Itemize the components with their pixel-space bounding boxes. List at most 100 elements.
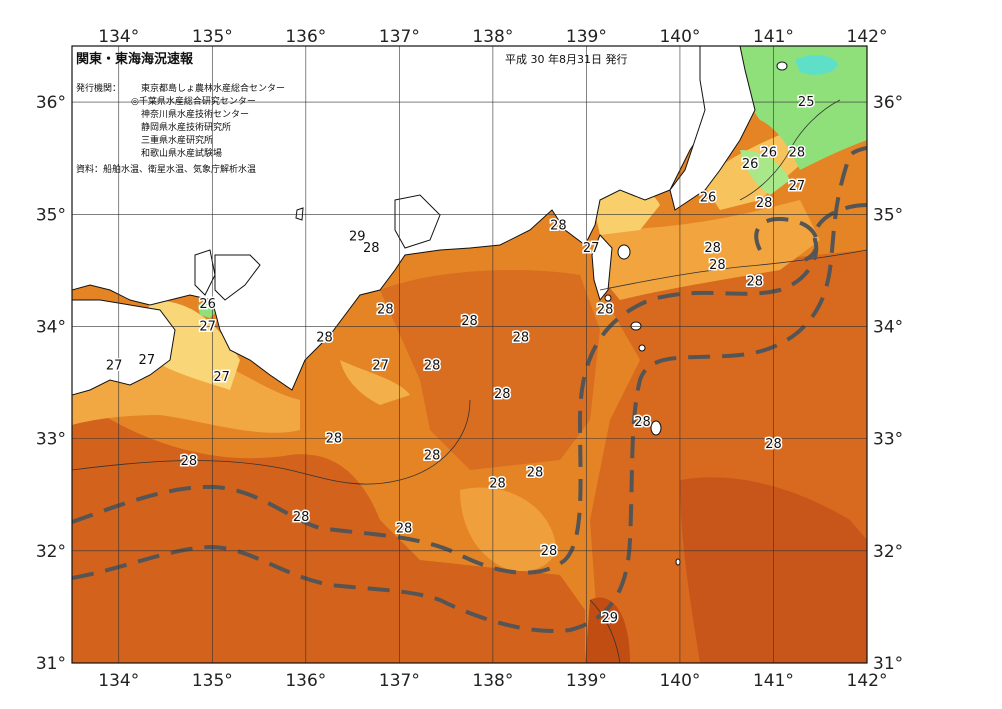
issuer-5: 三重県水産研究所 [141,134,213,146]
latitude-tick-label: 35° [873,205,903,225]
longitude-tick-label: 137° [379,671,420,691]
longitude-tick-label: 138° [472,671,513,691]
warm-zone-west [72,395,585,663]
land-shikoku [72,299,176,396]
kuroshio-axis-inner [754,217,819,262]
temperature-label: 27 [106,359,123,374]
issuer-label: 発行機関： [76,82,121,94]
island-hachijo [650,420,662,436]
latitude-tick-label: 36° [36,93,66,113]
longitude-tick-label: 136° [285,27,326,47]
temperature-label: 27 [789,179,806,194]
longitude-tick-label: 134° [98,671,139,691]
warmest-zone-south [585,597,630,663]
temperature-label: 28 [461,314,478,329]
island-kozu [630,321,642,331]
temperature-label: 28 [527,465,544,480]
latitude-tick-label: 33° [873,430,903,450]
temperature-label: 26 [700,190,717,205]
temperature-label: 28 [424,359,441,374]
light-zone-bay [340,360,410,405]
light-zone-kanto [595,200,820,300]
longitude-tick-label: 134° [98,27,139,47]
land-boso-peninsula [669,46,756,211]
temperature-label: 29 [349,230,366,245]
map-frame [71,45,868,664]
latitude-tick-label: 35° [36,205,66,225]
latitude-labels-left: 36° 35° 34° 33° 32° 31° [36,93,66,674]
longitude-tick-label: 140° [659,671,700,691]
temperature-label: 28 [709,258,726,273]
longitude-tick-label: 136° [285,671,326,691]
longitude-tick-label: 139° [566,671,607,691]
data-source: 資料：船舶水温、衛星水温、気象庁解析水温 [76,163,256,175]
latitude-tick-label: 32° [873,542,903,562]
longitude-labels-top: 134° 135° 136° 137° 138° 139° 140° 141° 142° [98,27,887,47]
latitude-tick-label: 34° [36,317,66,337]
temperature-label: 28 [634,415,651,430]
cool-zone-kii [198,302,218,318]
contour-line-2 [599,249,867,291]
island-aogashima [675,558,681,566]
issuer-2: ◎千葉県水産総合研究センター [131,95,256,107]
latitude-tick-label: 36° [873,93,903,113]
temperature-label: 28 [597,303,614,318]
cool-zone-cyan [795,55,838,75]
longitude-tick-label: 135° [192,671,233,691]
island-niijima [604,294,612,302]
latitude-tick-label: 31° [873,654,903,674]
temperature-label: 27 [213,370,230,385]
issuer-6: 和歌山県水産試験場 [141,147,222,159]
longitude-tick-label: 137° [379,27,420,47]
latitude-labels-right: 36° 35° 34° 33° 32° 31° [873,93,903,674]
land-izu-peninsula [591,234,613,302]
longitude-tick-label: 135° [192,27,233,47]
light-zone-central [460,487,556,571]
temperature-label: 28 [494,387,511,402]
temperature-label: 28 [326,432,343,447]
longitude-labels-bottom: 134° 135° 136° 137° 138° 139° 140° 141° 142° [98,671,887,691]
temperature-label: 25 [798,95,815,110]
latitude-tick-label: 33° [36,430,66,450]
latitude-tick-label: 34° [873,317,903,337]
temperature-label: 28 [316,331,333,346]
longitude-tick-label: 141° [753,671,794,691]
land-awaji [194,249,216,296]
temperature-label: 28 [513,331,530,346]
temperature-label: 28 [424,448,441,463]
temperature-label: 28 [181,454,198,469]
temperature-label: 27 [139,353,156,368]
longitude-tick-label: 141° [753,27,794,47]
longitude-tick-label: 139° [566,27,607,47]
island-miyake [638,344,646,352]
issuer-4: 静岡県水産技術研究所 [141,121,231,133]
longitude-tick-label: 140° [659,27,700,47]
contour-line-3 [739,99,841,201]
issuer-3: 神奈川県水産技術センター [141,108,249,120]
longitude-tick-label: 138° [472,27,513,47]
temperature-label: 28 [363,241,380,256]
land-ise-bay-shore [394,194,441,249]
cool-zone-ibaraki [730,46,867,170]
kuroshio-axis-north [72,203,867,575]
temperature-label: 28 [377,303,394,318]
contour-line-4 [589,599,621,663]
temperature-label: 27 [583,241,600,256]
issue-date: 平成 30 年8月31日 発行 [505,52,627,66]
map-area [72,46,867,663]
island-kasumigaura [776,61,788,71]
contour-line-1 [72,399,471,485]
temperature-label: 28 [756,196,773,211]
temperature-label: 29 [602,611,619,626]
temperature-label: 27 [199,319,216,334]
warm-zone-center [380,270,600,470]
latitude-tick-label: 31° [36,654,66,674]
cool-zone-chiba [740,150,790,195]
temperature-label: 26 [761,146,778,161]
land-kii-north [214,254,261,301]
temperature-label: 28 [293,510,310,525]
temperature-label: 28 [765,437,782,452]
temperature-label: 28 [704,241,721,256]
kuroshio-axis-south [72,146,867,633]
